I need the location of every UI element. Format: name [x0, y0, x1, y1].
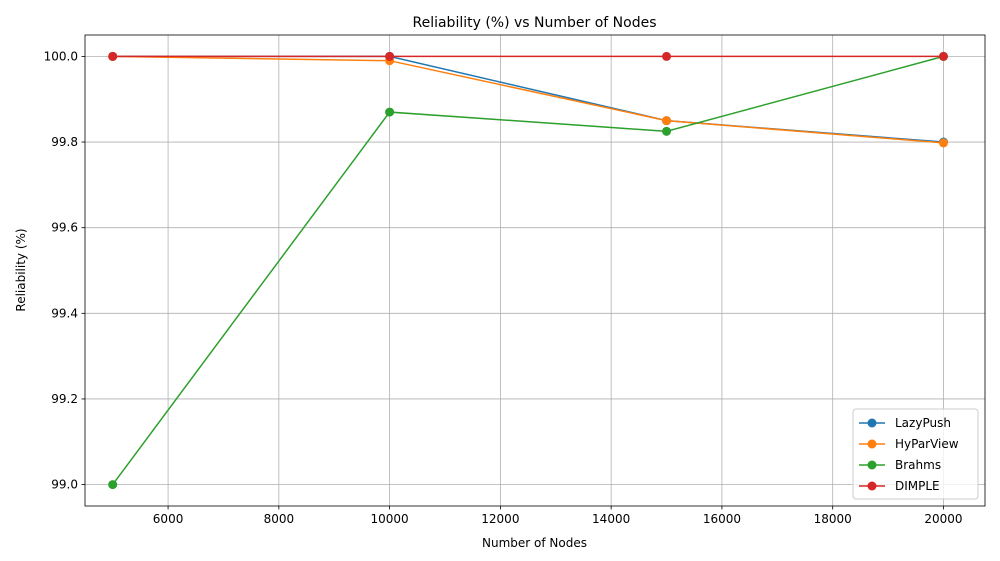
x-tick-label: 10000 — [371, 512, 409, 526]
legend-marker — [867, 481, 877, 491]
data-point-brahms — [108, 480, 118, 490]
y-tick-label: 99.2 — [51, 392, 78, 406]
data-point-brahms — [662, 126, 672, 136]
x-axis-ticks: 6000 8000 10000 12000 14000 16000 18000 20000 — [153, 506, 963, 526]
data-point-dimple — [938, 51, 948, 61]
x-tick-label: 20000 — [924, 512, 962, 526]
y-axis-title: Reliability (%) — [14, 228, 28, 311]
y-tick-label: 99.6 — [51, 221, 78, 235]
legend-label: LazyPush — [895, 416, 951, 430]
x-tick-label: 12000 — [481, 512, 519, 526]
y-tick-label: 99.8 — [51, 135, 78, 149]
x-tick-label: 8000 — [264, 512, 295, 526]
legend-label: Brahms — [895, 458, 941, 472]
y-tick-label: 99.4 — [51, 306, 78, 320]
y-tick-label: 99.0 — [51, 478, 78, 492]
legend-item-hyparview: HyParView — [859, 437, 959, 451]
data-point-dimple — [385, 51, 395, 61]
x-tick-label: 16000 — [703, 512, 741, 526]
plot-area-frame — [84, 34, 986, 507]
data-point-dimple — [108, 51, 118, 61]
series-line-hyparview — [112, 55, 944, 144]
data-point-hyparview — [662, 116, 672, 126]
y-tick-label: 100.0 — [44, 49, 78, 63]
legend-item-brahms: Brahms — [859, 458, 941, 472]
series-line-brahms — [112, 55, 944, 486]
x-tick-label: 18000 — [814, 512, 852, 526]
legend-marker — [867, 418, 877, 428]
x-tick-label: 6000 — [153, 512, 184, 526]
series-dimple — [108, 51, 948, 61]
legend-item-dimple: DIMPLE — [859, 479, 940, 493]
legend-label: DIMPLE — [895, 479, 940, 493]
legend-label: HyParView — [895, 437, 959, 451]
legend-box — [852, 408, 979, 500]
legend-marker — [867, 460, 877, 470]
x-tick-label: 14000 — [592, 512, 630, 526]
chart-title: Reliability (%) vs Number of Nodes — [412, 15, 656, 31]
data-point-brahms — [385, 107, 395, 117]
series-group — [108, 51, 948, 490]
data-point-dimple — [662, 51, 672, 61]
x-axis-title: Number of Nodes — [482, 536, 587, 550]
legend-item-lazypush: LazyPush — [859, 416, 951, 430]
y-axis-ticks: 99.0 99.2 99.4 99.6 99.8 100.0 — [44, 49, 85, 492]
legend: LazyPush HyParView Brahms DIMPLE — [852, 408, 979, 500]
legend-marker — [867, 439, 877, 449]
data-point-hyparview — [938, 138, 948, 148]
